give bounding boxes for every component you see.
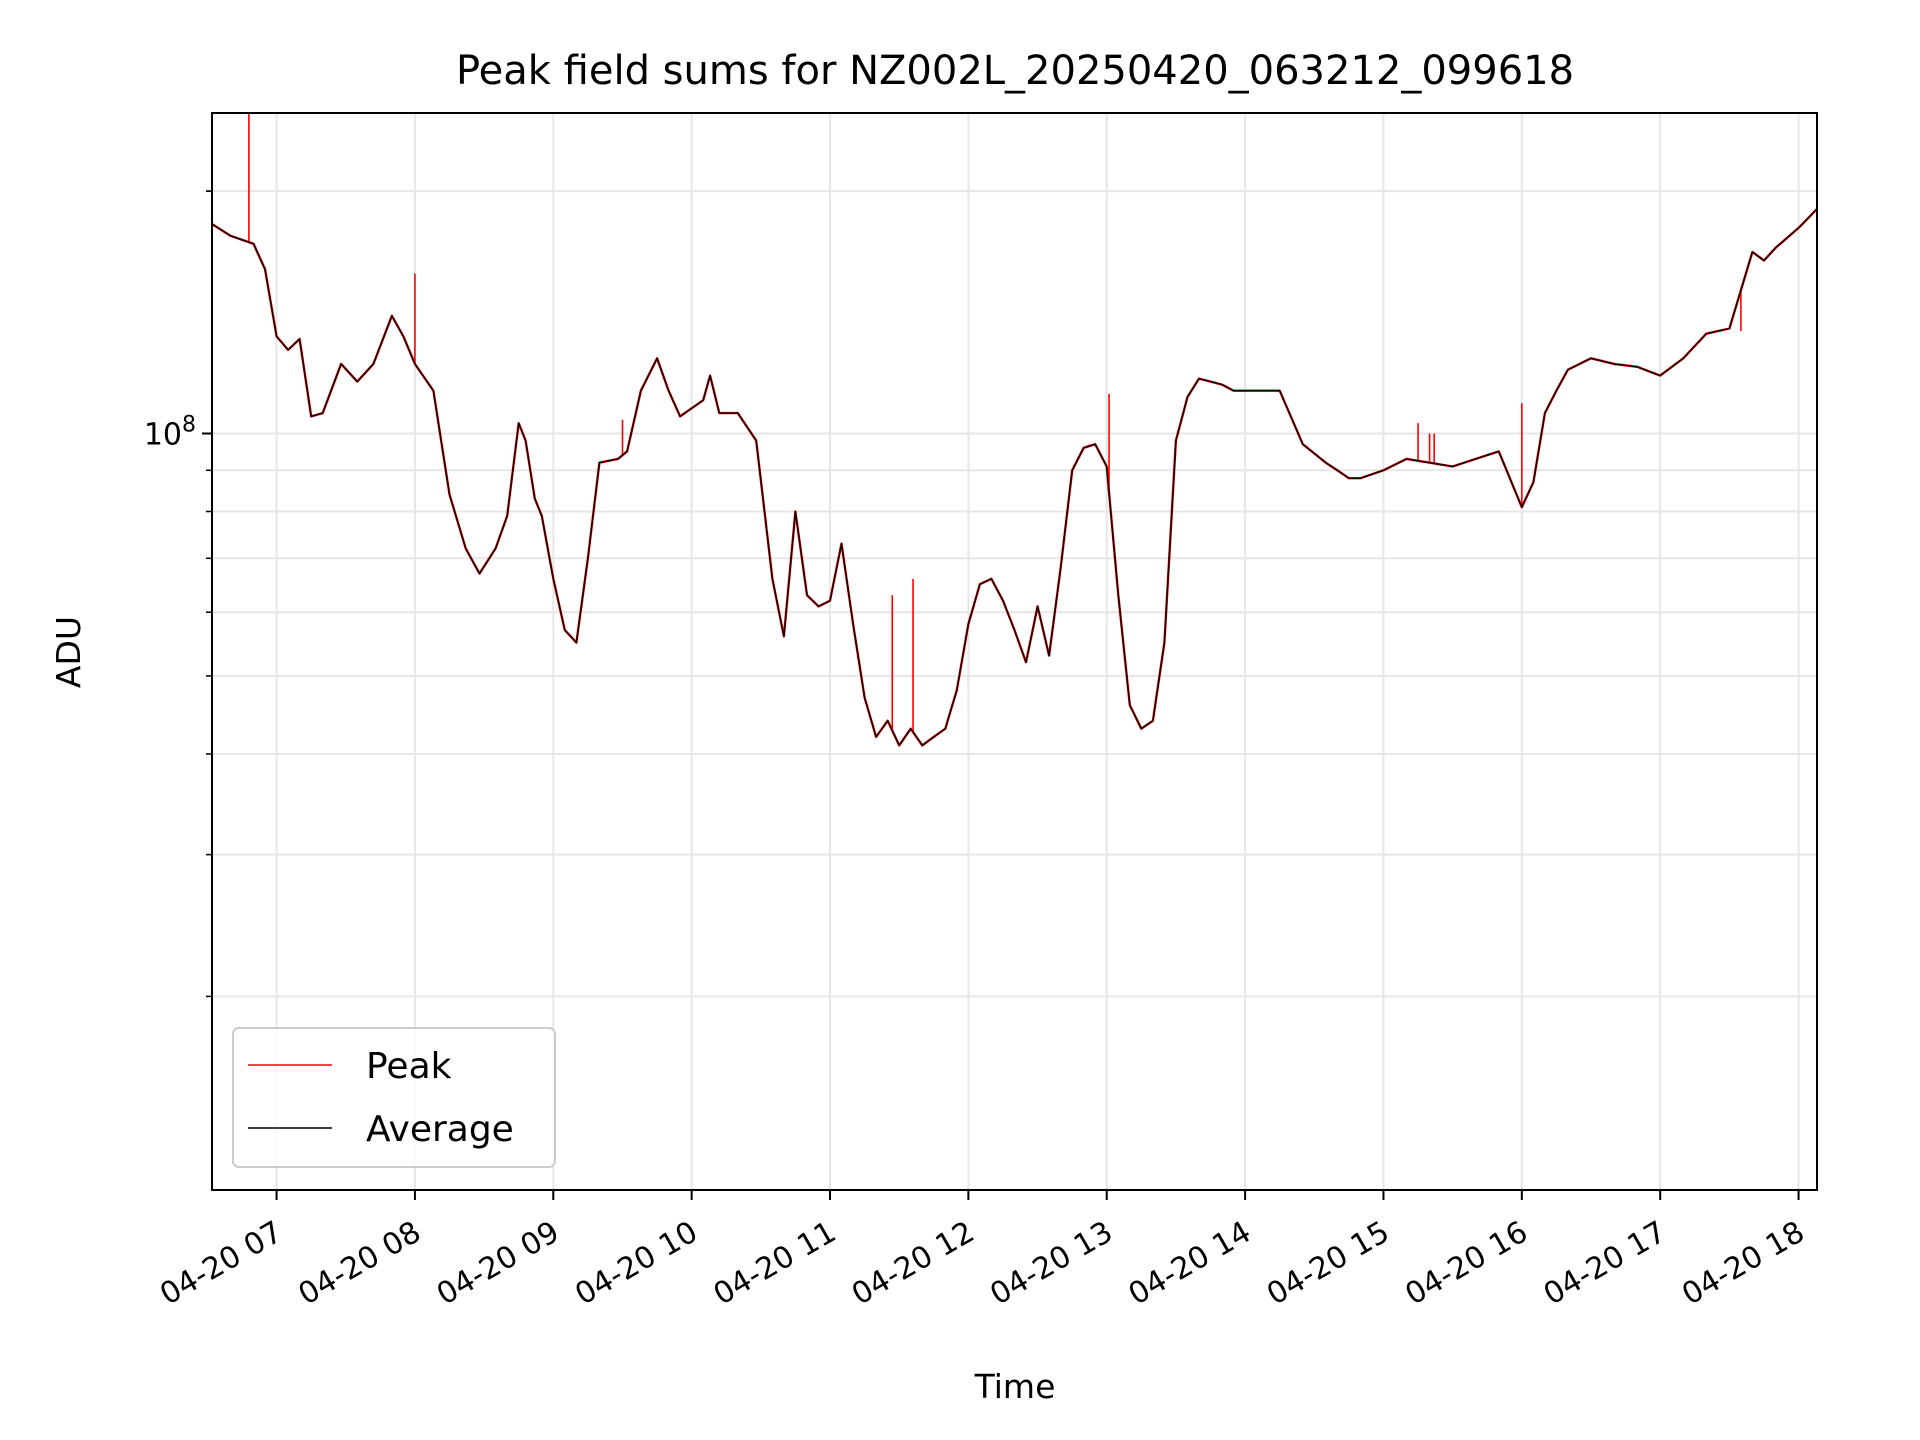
y-axis-title: ADU xyxy=(49,616,88,688)
y-tick-label: 108 xyxy=(144,412,196,452)
y-axis-ticks: 108 xyxy=(144,190,212,998)
legend-peak-label: Peak xyxy=(366,1046,452,1087)
grid xyxy=(212,113,1817,1190)
series-average xyxy=(211,208,1818,747)
legend-average-label: Average xyxy=(366,1109,514,1150)
x-axis-title: Time xyxy=(974,1367,1056,1406)
chart-title: Peak field sums for NZ002L_20250420_0632… xyxy=(456,48,1574,94)
plot-frame xyxy=(211,112,1818,1191)
legend-box xyxy=(232,1027,556,1168)
legend: Peak Average xyxy=(232,1027,556,1168)
average-line xyxy=(211,208,1818,747)
